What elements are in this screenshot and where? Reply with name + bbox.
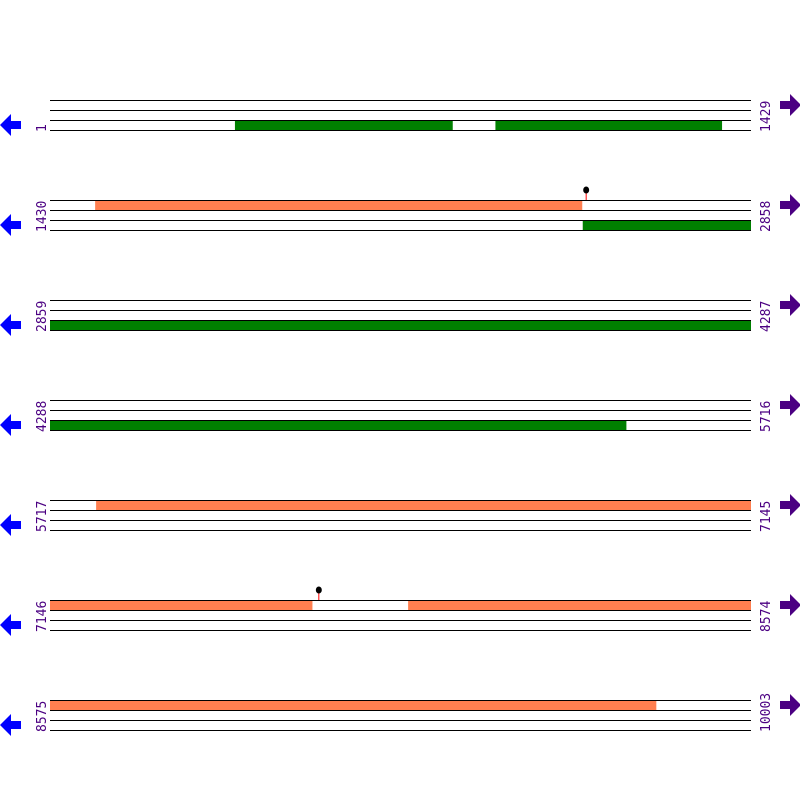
sequence-row: 7146 8574	[0, 586, 800, 636]
row-start-number: 1430	[35, 201, 50, 232]
sequence-row: 8575 10003	[0, 693, 800, 736]
arrow-left-icon	[0, 314, 21, 336]
row-start-number: 1	[35, 124, 50, 132]
arrow-right-icon	[780, 94, 800, 116]
forward-feature	[408, 600, 751, 610]
arrow-left-icon	[0, 414, 21, 436]
arrow-left-icon	[0, 614, 21, 636]
reverse-feature	[50, 420, 627, 430]
arrow-right-icon	[780, 694, 800, 716]
arrow-right-icon	[780, 494, 800, 516]
row-end-number: 5716	[759, 401, 774, 432]
marker-icon	[315, 586, 322, 594]
sequence-row: 4288 5716	[0, 394, 800, 436]
arrow-left-icon	[0, 514, 21, 536]
forward-feature	[50, 600, 313, 610]
row-end-number: 7145	[759, 501, 774, 532]
forward-feature	[95, 200, 583, 210]
row-start-number: 4288	[35, 401, 50, 432]
row-end-number: 8574	[759, 601, 774, 632]
row-end-number: 2858	[759, 201, 774, 232]
row-end-number: 10003	[759, 693, 774, 732]
sequence-row: 2859 4287	[0, 294, 800, 336]
arrow-left-icon	[0, 214, 21, 236]
sequence-row: 5717 7145	[0, 494, 800, 536]
forward-feature	[96, 500, 752, 510]
arrow-right-icon	[780, 294, 800, 316]
sequence-row: 1430 2858	[0, 186, 800, 236]
reverse-feature	[234, 120, 453, 130]
arrow-right-icon	[780, 594, 800, 616]
sequence-row: 1 1429	[0, 94, 800, 136]
reverse-feature	[582, 220, 751, 230]
arrow-left-icon	[0, 714, 21, 736]
row-end-number: 4287	[759, 301, 774, 332]
reverse-feature	[50, 320, 751, 330]
forward-feature	[50, 700, 657, 710]
marker-icon	[583, 186, 590, 194]
arrow-left-icon	[0, 114, 21, 136]
arrow-right-icon	[780, 394, 800, 416]
reverse-feature	[495, 120, 723, 130]
row-start-number: 5717	[35, 501, 50, 532]
row-start-number: 2859	[35, 301, 50, 332]
row-start-number: 8575	[35, 701, 50, 732]
row-start-number: 7146	[35, 601, 50, 632]
row-end-number: 1429	[759, 101, 774, 132]
arrow-right-icon	[780, 194, 800, 216]
